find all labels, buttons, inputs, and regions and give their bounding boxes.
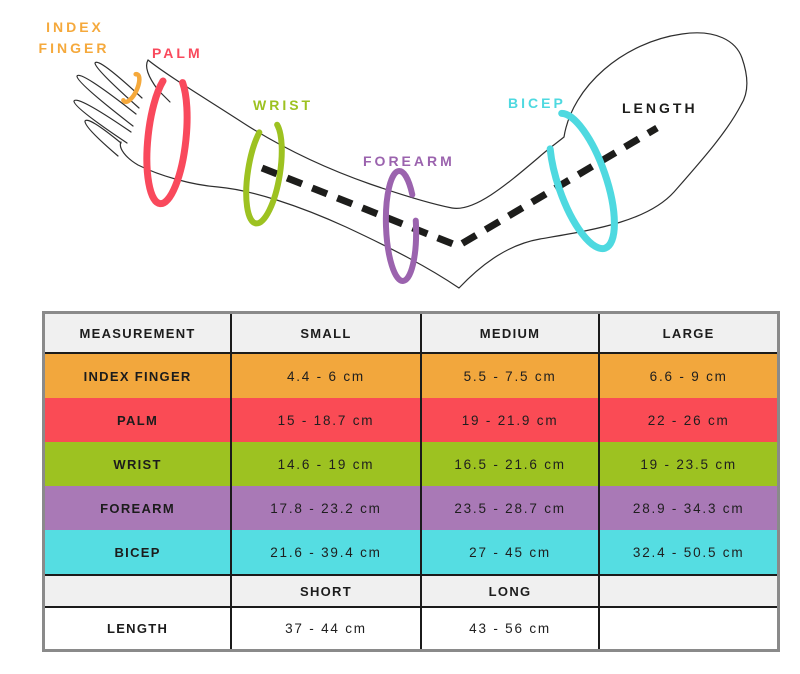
- index-finger-label-line1: INDEX: [46, 19, 104, 35]
- arm-measurement-diagram: INDEX FINGER PALM WRIST FOREARM BICEP LE…: [39, 19, 748, 289]
- table-row-forearm: FOREARM 17.8 - 23.2 cm 23.5 - 28.7 cm 28…: [45, 486, 777, 530]
- cell-large: 32.4 - 50.5 cm: [598, 530, 777, 574]
- row-label: LENGTH: [106, 621, 169, 636]
- arm-outline: [73, 32, 748, 289]
- table-header-row: MEASUREMENT SMALL MEDIUM LARGE: [45, 314, 777, 354]
- cell-medium: 5.5 - 7.5 cm: [419, 354, 599, 398]
- size-table: MEASUREMENT SMALL MEDIUM LARGE INDEX FIN…: [42, 311, 780, 652]
- header-measurement: MEASUREMENT: [79, 325, 196, 341]
- cell-small: 17.8 - 23.2 cm: [230, 486, 420, 530]
- length-dashed-line: [260, 124, 659, 250]
- cell-large: 28.9 - 34.3 cm: [598, 486, 777, 530]
- cell-short: 37 - 44 cm: [230, 608, 420, 649]
- table-row-length: LENGTH 37 - 44 cm 43 - 56 cm: [45, 608, 777, 649]
- header-small: SMALL: [230, 314, 420, 352]
- subheader-long: LONG: [419, 576, 599, 606]
- cell-large: 6.6 - 9 cm: [598, 354, 777, 398]
- index-finger-label-line2: FINGER: [39, 40, 110, 56]
- table-length-header-row: SHORT LONG: [45, 574, 777, 608]
- row-label: INDEX FINGER: [83, 368, 192, 384]
- cell-small: 15 - 18.7 cm: [230, 398, 420, 442]
- table-row-bicep: BICEP 21.6 - 39.4 cm 27 - 45 cm 32.4 - 5…: [45, 530, 777, 574]
- palm-label: PALM: [152, 45, 203, 61]
- wrist-ring-icon: [243, 117, 285, 227]
- table-row-wrist: WRIST 14.6 - 19 cm 16.5 - 21.6 cm 19 - 2…: [45, 442, 777, 486]
- cell-small: 21.6 - 39.4 cm: [230, 530, 420, 574]
- bicep-ring-icon: [546, 109, 618, 253]
- bicep-label: BICEP: [508, 95, 566, 111]
- cell-long: 43 - 56 cm: [419, 608, 599, 649]
- cell-medium: 23.5 - 28.7 cm: [419, 486, 599, 530]
- subheader-short: SHORT: [230, 576, 420, 606]
- forearm-ring-icon: [382, 168, 420, 284]
- forearm-label: FOREARM: [363, 153, 455, 169]
- cell-large: 19 - 23.5 cm: [598, 442, 777, 486]
- header-large: LARGE: [598, 314, 777, 352]
- row-label: BICEP: [114, 544, 161, 560]
- cell-medium: 16.5 - 21.6 cm: [419, 442, 599, 486]
- row-label: WRIST: [113, 456, 162, 472]
- cell-small: 4.4 - 6 cm: [230, 354, 420, 398]
- length-label: LENGTH: [622, 100, 698, 116]
- row-label: PALM: [117, 412, 159, 428]
- subheader-empty-right: [598, 576, 777, 606]
- table-row-palm: PALM 15 - 18.7 cm 19 - 21.9 cm 22 - 26 c…: [45, 398, 777, 442]
- cell-medium: 19 - 21.9 cm: [419, 398, 599, 442]
- index-finger-ring-icon: [120, 71, 142, 105]
- table-row-index-finger: INDEX FINGER 4.4 - 6 cm 5.5 - 7.5 cm 6.6…: [45, 354, 777, 398]
- subheader-empty-left: [45, 576, 230, 606]
- cell-empty: [598, 608, 777, 649]
- row-label: FOREARM: [100, 500, 175, 516]
- wrist-label: WRIST: [253, 97, 313, 113]
- palm-ring-icon: [143, 68, 191, 208]
- header-medium: MEDIUM: [419, 314, 599, 352]
- cell-large: 22 - 26 cm: [598, 398, 777, 442]
- cell-medium: 27 - 45 cm: [419, 530, 599, 574]
- cell-small: 14.6 - 19 cm: [230, 442, 420, 486]
